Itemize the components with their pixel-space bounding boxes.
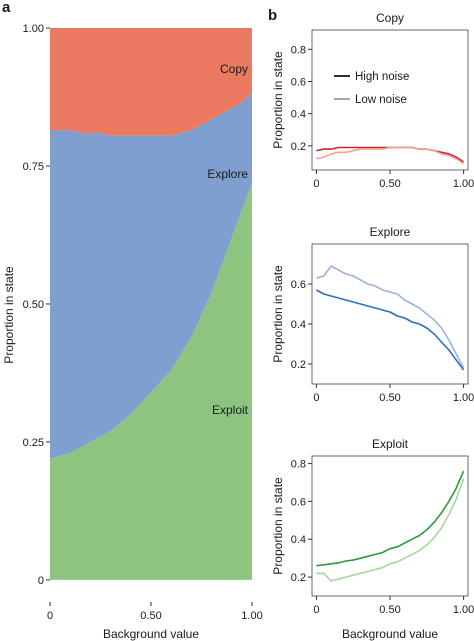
y-tick-label: 0 bbox=[38, 575, 44, 587]
x-axis-label: Background value bbox=[342, 627, 438, 641]
line-high-noise bbox=[316, 289, 465, 371]
x-tick-label: 0 bbox=[313, 178, 319, 190]
x-tick-label: 1.00 bbox=[453, 604, 474, 616]
legend: High noise Low noise bbox=[334, 71, 409, 106]
x-tick-label: 0 bbox=[313, 604, 319, 616]
plot-frame bbox=[311, 243, 469, 385]
chart-title: Explore bbox=[370, 225, 411, 239]
x-tick-label: 0.50 bbox=[379, 604, 400, 616]
y-tick-label: 0.8 bbox=[291, 459, 306, 471]
area-label-copy: Copy bbox=[220, 62, 248, 76]
explore-line-chart: Explore 0.2 0.4 0.6 0 0.50 1.00 Proportion in… bbox=[271, 225, 474, 404]
area-label-explore: Explore bbox=[207, 167, 248, 181]
line-high-noise bbox=[316, 146, 465, 163]
exploit-line-chart: Exploit 0.2 0.4 0.6 0.8 0 0.50 1.00 Proportion… bbox=[271, 437, 474, 641]
legend-label: Low noise bbox=[355, 94, 407, 106]
y-tick-label: 0.2 bbox=[291, 359, 306, 371]
line-low-noise bbox=[316, 478, 465, 582]
axis-ticks: 0.2 0.4 0.6 0 0.50 1.00 bbox=[291, 279, 474, 404]
x-tick-label: 1.00 bbox=[241, 610, 262, 622]
y-axis-label: Proportion in state bbox=[271, 477, 285, 575]
area-copy bbox=[50, 28, 252, 136]
axis-ticks: 0.2 0.4 0.6 0.8 0 0.50 1.00 bbox=[291, 44, 474, 190]
y-tick-label: 0.6 bbox=[291, 76, 306, 88]
panel-a-label: a bbox=[2, 0, 11, 16]
area-label-exploit: Exploit bbox=[212, 403, 249, 417]
series-lines bbox=[316, 146, 465, 165]
x-tick-label: 0.50 bbox=[140, 610, 161, 622]
y-tick-label: 0.6 bbox=[291, 279, 306, 291]
stacked-area-chart: 0 0.25 0.50 0.75 1.00 0 0.50 1.00 Copy Explore Ex… bbox=[2, 23, 263, 641]
line-low-noise bbox=[316, 146, 465, 165]
chart-title: Exploit bbox=[372, 437, 409, 451]
x-tick-label: 1.00 bbox=[453, 178, 474, 190]
x-axis-label: Background value bbox=[103, 627, 199, 641]
axis-ticks: 0 0.25 0.50 0.75 1.00 0 0.50 1.00 bbox=[23, 23, 263, 622]
y-axis-label: Proportion in state bbox=[271, 51, 285, 149]
y-axis-label: Proportion in state bbox=[2, 266, 16, 364]
copy-line-chart: Copy 0.2 0.4 0.6 0.8 0 0.50 1.00 High noise Low… bbox=[271, 11, 474, 190]
y-tick-label: 0.4 bbox=[291, 109, 306, 121]
series-lines bbox=[316, 470, 465, 582]
y-tick-label: 0.4 bbox=[291, 319, 306, 331]
y-tick-label: 0.2 bbox=[291, 572, 306, 584]
y-axis-label: Proportion in state bbox=[271, 265, 285, 363]
plot-frame bbox=[311, 455, 469, 597]
y-tick-label: 0.75 bbox=[23, 161, 44, 173]
area-explore bbox=[50, 91, 252, 459]
y-tick-label: 0.6 bbox=[291, 496, 306, 508]
x-tick-label: 0.50 bbox=[379, 392, 400, 404]
x-tick-label: 1.00 bbox=[453, 392, 474, 404]
x-tick-label: 0 bbox=[47, 610, 53, 622]
x-tick-label: 0 bbox=[313, 392, 319, 404]
area-layers bbox=[50, 28, 252, 580]
axis-ticks: 0.2 0.4 0.6 0.8 0 0.50 1.00 bbox=[291, 459, 474, 616]
y-tick-label: 0.8 bbox=[291, 44, 306, 56]
panel-b-label: b bbox=[268, 7, 277, 24]
line-low-noise bbox=[316, 265, 465, 369]
area-exploit bbox=[50, 182, 252, 580]
legend-label: High noise bbox=[355, 71, 409, 83]
y-tick-label: 0.4 bbox=[291, 534, 306, 546]
x-tick-label: 0.50 bbox=[379, 178, 400, 190]
y-tick-label: 0.25 bbox=[23, 437, 44, 449]
area-labels: Copy Explore Exploit bbox=[207, 62, 248, 417]
y-tick-label: 0.2 bbox=[291, 141, 306, 153]
chart-title: Copy bbox=[376, 11, 404, 25]
series-lines bbox=[316, 265, 465, 371]
y-tick-label: 1.00 bbox=[23, 23, 44, 35]
line-high-noise bbox=[316, 470, 465, 567]
y-tick-label: 0.50 bbox=[23, 299, 44, 311]
